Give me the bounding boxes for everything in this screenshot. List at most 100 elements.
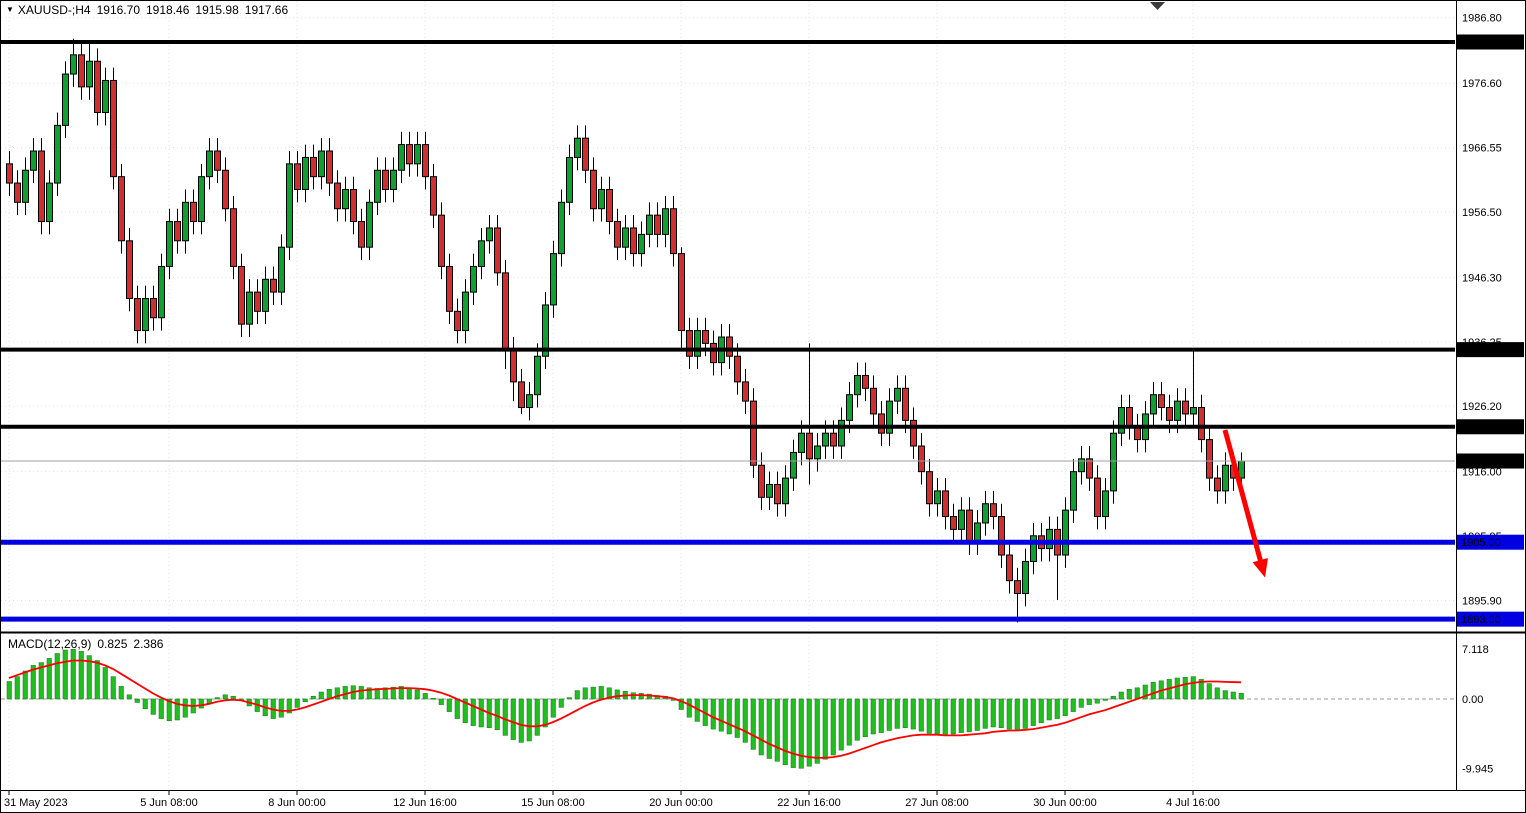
macd-histogram-bar: [526, 698, 532, 742]
candle-bearish: [758, 464, 765, 498]
macd-histogram-bar: [1214, 687, 1220, 700]
macd-histogram-bar: [806, 698, 812, 767]
macd-histogram-bar: [1238, 692, 1244, 700]
candle-bearish: [222, 169, 229, 210]
macd-histogram-bar: [78, 651, 84, 700]
time-label: 20 Jun 00:00: [649, 797, 713, 809]
price-tick-label: 1986.80: [1462, 13, 1502, 25]
macd-histogram-bar: [574, 690, 580, 700]
macd-histogram-bar: [150, 698, 156, 715]
candle-bullish: [1174, 400, 1181, 421]
price-tick-label: 1895.90: [1462, 596, 1502, 608]
candle-bullish: [206, 150, 213, 178]
macd-histogram-bar: [590, 686, 596, 700]
macd-histogram-bar: [158, 698, 164, 719]
candle-bearish: [710, 342, 717, 364]
macd-histogram-bar: [942, 698, 948, 735]
macd-histogram-bar: [1118, 691, 1124, 700]
candle-bullish: [958, 509, 965, 530]
macd-tick-label: 0.00: [1462, 694, 1483, 706]
macd-histogram-bar: [22, 670, 28, 700]
macd-histogram-bar: [750, 698, 756, 750]
price-tag-label: 1893.00: [1461, 614, 1501, 626]
candle-bullish: [534, 355, 541, 396]
symbol-menu-icon[interactable]: ▼: [6, 5, 14, 14]
candle-bullish: [662, 208, 669, 235]
macd-histogram-bar: [518, 698, 524, 743]
macd-histogram-bar: [222, 694, 228, 700]
macd-histogram-bar: [1102, 698, 1108, 701]
macd-histogram-bar: [278, 698, 284, 718]
time-scale-area[interactable]: [0, 790, 1526, 813]
macd-histogram-bar: [334, 687, 340, 700]
macd-histogram-bar: [638, 693, 644, 700]
candle-bullish: [982, 503, 989, 524]
candle-bearish: [862, 374, 869, 389]
candle-bearish: [1214, 477, 1221, 492]
candle-bearish: [726, 336, 733, 357]
candle-bullish: [1070, 471, 1077, 511]
signal-arrow-shaft[interactable]: [1222, 429, 1265, 568]
macd-histogram-bar: [302, 698, 308, 703]
macd-histogram-bar: [422, 693, 428, 700]
time-label: 27 Jun 08:00: [905, 797, 969, 809]
candle-bullish: [390, 169, 397, 190]
macd-histogram-bar: [1190, 676, 1196, 700]
macd-histogram-bar: [1030, 698, 1036, 726]
macd-histogram-bar: [542, 698, 548, 728]
candle-bullish: [526, 394, 533, 409]
candle-bullish: [22, 169, 29, 203]
macd-histogram-bar: [110, 676, 116, 700]
candle-bullish: [1118, 407, 1125, 434]
macd-histogram-bar: [726, 698, 732, 735]
candle-bearish: [38, 150, 45, 223]
candle-bullish: [478, 240, 485, 267]
macd-histogram-bar: [862, 698, 868, 738]
candle-bearish: [702, 330, 709, 344]
candle-bullish: [102, 79, 109, 114]
candle-bearish: [350, 188, 357, 223]
time-label: 4 Jul 16:00: [1166, 797, 1220, 809]
macd-histogram-bar: [1150, 681, 1156, 700]
macd-histogram-bar: [606, 687, 612, 700]
macd-value-signal: 2.386: [133, 637, 164, 651]
price-tag-resistance: [1457, 34, 1524, 50]
macd-histogram-bar: [1070, 698, 1076, 712]
quote-open: 1916.70: [96, 3, 140, 17]
chart-shift-marker[interactable]: [1150, 2, 1165, 10]
symbol-name: XAUUSD-;H4: [17, 3, 91, 17]
macd-histogram-bar: [142, 698, 148, 710]
candle-bearish: [190, 201, 197, 223]
macd-histogram-bar: [902, 698, 908, 728]
signal-arrow-head[interactable]: [1252, 558, 1269, 578]
macd-histogram-bar: [1230, 691, 1236, 700]
candle-bearish: [358, 221, 365, 248]
macd-histogram-bar: [318, 691, 324, 700]
candle-bearish: [454, 310, 461, 332]
price-scale-area[interactable]: [1456, 0, 1526, 790]
candle-bullish: [790, 451, 797, 479]
macd-histogram-bar: [566, 697, 572, 700]
macd-histogram-bar: [1134, 687, 1140, 700]
candle-bullish: [142, 298, 149, 332]
candle-bullish: [182, 201, 189, 242]
candle-bearish: [606, 188, 613, 223]
candle-bullish: [542, 304, 549, 357]
macd-histogram-bar: [998, 698, 1004, 728]
candle-bearish: [430, 176, 437, 216]
macd-histogram-bar: [1222, 690, 1228, 700]
time-label: 31 May 2023: [4, 797, 68, 809]
price-tick-label: 1976.60: [1462, 78, 1502, 90]
candle-bearish: [678, 253, 685, 332]
candle-bullish: [886, 400, 893, 434]
macd-histogram-bar: [934, 698, 940, 735]
candle-bullish: [414, 144, 421, 165]
macd-histogram-bar: [310, 695, 316, 700]
macd-histogram-bar: [918, 698, 924, 732]
main-chart-area[interactable]: [0, 0, 1456, 632]
macd-histogram-bar: [14, 676, 20, 700]
macd-histogram-bar: [430, 698, 436, 700]
price-tick-label: 1926.20: [1462, 401, 1502, 413]
candle-bearish: [670, 208, 677, 255]
